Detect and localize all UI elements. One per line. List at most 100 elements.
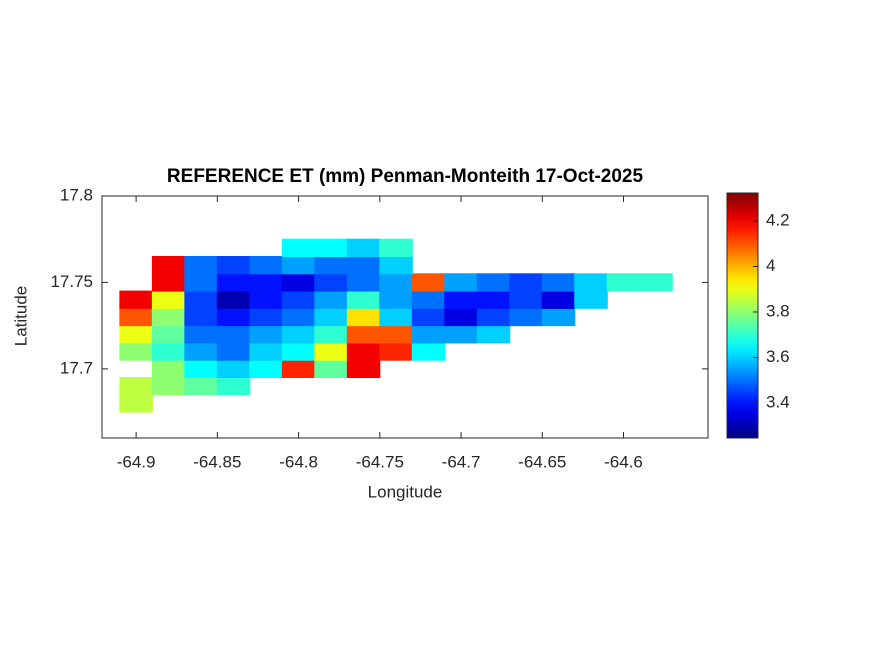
x-tick-label: -64.9 (117, 452, 156, 471)
heat-cell (151, 342, 186, 361)
heat-cell (184, 325, 218, 344)
heat-cell (509, 307, 543, 327)
heat-cell (379, 290, 413, 309)
x-tick-label: -64.8 (279, 452, 318, 471)
heat-cell (541, 290, 576, 309)
heat-cell (119, 394, 153, 413)
heat-cell (346, 273, 381, 292)
heat-cell (346, 342, 381, 361)
heat-cell (411, 273, 446, 292)
heat-cell (249, 325, 283, 344)
heat-cell (281, 290, 316, 309)
heat-cell (119, 290, 153, 309)
heat-cell (379, 307, 413, 327)
heat-cell (249, 359, 283, 378)
heat-cell (281, 307, 316, 327)
heat-cell (249, 342, 283, 361)
heat-cell (314, 325, 348, 344)
heat-cell (444, 290, 478, 309)
heat-cell (509, 273, 543, 292)
heat-cell (346, 359, 381, 378)
x-tick-label: -64.85 (193, 452, 241, 471)
heat-cell (444, 325, 478, 344)
heat-cell (119, 325, 153, 344)
y-tick-label: 17.8 (60, 185, 93, 204)
heat-cell (151, 256, 186, 275)
heat-cell (476, 290, 511, 309)
heat-cell (476, 325, 511, 344)
heat-cell (184, 307, 218, 327)
x-tick-label: -64.7 (442, 452, 481, 471)
heat-cell (184, 342, 218, 361)
y-axis-label: Latitude (11, 286, 30, 347)
heat-cell (184, 359, 218, 378)
heat-cell (216, 273, 251, 292)
heat-cell (281, 342, 316, 361)
y-tick-label: 17.75 (50, 272, 93, 291)
heat-cell (379, 256, 413, 275)
chart-title: REFERENCE ET (mm) Penman-Monteith 17-Oct… (167, 166, 644, 187)
heat-cell (541, 273, 576, 292)
heat-cell (314, 290, 348, 309)
heat-cell (411, 290, 446, 309)
heat-cell (216, 377, 251, 396)
heat-cell (119, 377, 153, 396)
heat-cell (184, 273, 218, 292)
heat-cell (574, 290, 608, 309)
x-tick-label: -64.6 (604, 452, 643, 471)
heat-cell (216, 290, 251, 309)
heat-cell (281, 238, 316, 257)
colorbar-tick-label: 3.4 (766, 392, 790, 411)
heat-cell (314, 307, 348, 327)
heat-cell (411, 325, 446, 344)
heat-cell (444, 273, 478, 292)
heat-cell (574, 273, 608, 292)
colorbar-tick-label: 4 (766, 256, 775, 275)
heat-cell (476, 273, 511, 292)
heat-cell (249, 256, 283, 275)
x-axis-label: Longitude (368, 482, 443, 501)
heat-cell (184, 290, 218, 309)
heat-cell (606, 273, 641, 292)
heat-cell (411, 342, 446, 361)
heat-cell (346, 325, 381, 344)
heat-cell (346, 256, 381, 275)
heat-cell (184, 256, 218, 275)
heat-cell (346, 238, 381, 257)
heat-cell (151, 290, 186, 309)
heat-cell (119, 342, 153, 361)
heat-cell (151, 273, 186, 292)
heat-cell (639, 273, 673, 292)
heat-cell (119, 307, 153, 327)
heat-cell (281, 359, 316, 378)
heat-cell (249, 290, 283, 309)
heat-cell (314, 342, 348, 361)
colorbar (726, 192, 759, 439)
heat-cell (346, 290, 381, 309)
heat-cell (509, 290, 543, 309)
heat-cell (379, 342, 413, 361)
heat-cell (281, 325, 316, 344)
colorbar-tick-label: 4.2 (766, 210, 790, 229)
x-tick-label: -64.65 (518, 452, 566, 471)
heat-cell (216, 307, 251, 327)
colorbar-tick-label: 3.6 (766, 347, 790, 366)
heat-cell (184, 377, 218, 396)
heat-cell (151, 377, 186, 396)
heat-cell (249, 307, 283, 327)
heat-field (119, 238, 673, 413)
heat-cell (411, 307, 446, 327)
heat-cell (379, 325, 413, 344)
heat-cell (216, 325, 251, 344)
heat-cell (379, 273, 413, 292)
axes-box (101, 195, 709, 439)
heat-cell (476, 307, 511, 327)
heat-cell (314, 273, 348, 292)
heat-cell (541, 307, 576, 327)
heat-cell (346, 307, 381, 327)
heat-cell (216, 342, 251, 361)
heat-cell (249, 273, 283, 292)
heat-cell (281, 256, 316, 275)
